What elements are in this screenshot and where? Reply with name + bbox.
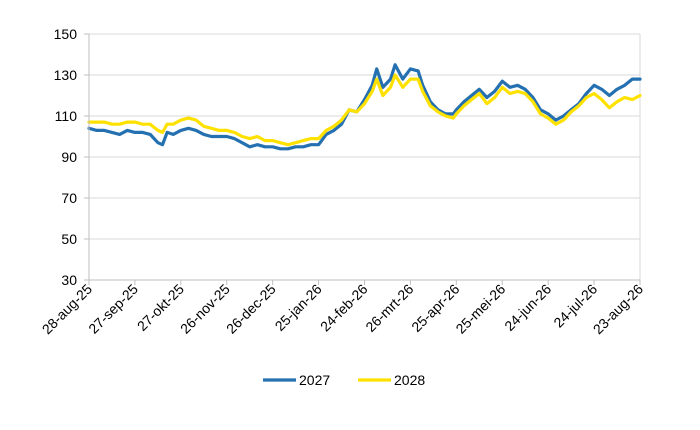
y-tick-label-130: 130 [54,67,78,83]
x-tick-label-25-mei-26: 25-mei-26 [452,281,508,337]
y-axis-tick-labels: 30 50 70 90 110 130 150 [54,26,89,288]
x-tick-label-24-jun-26: 24-jun-26 [501,281,554,334]
gridlines [89,33,641,280]
x-tick-label-26-mrt-26: 26-mrt-26 [362,281,416,335]
x-tick-label-23-aug-26: 23-aug-26 [590,281,647,338]
y-tick-label-70: 70 [61,190,77,206]
series-line-2027 [87,63,642,151]
x-tick-label-24-feb-26: 24-feb-26 [317,281,371,335]
y-tick-label-90: 90 [61,149,77,165]
y-tick-label-30: 30 [61,272,77,288]
x-tick-label-25-jan-26: 25-jan-26 [272,281,325,334]
x-tick-label-27-sep-25: 27-sep-25 [85,281,141,337]
legend-label-2027: 2027 [299,372,330,388]
y-tick-label-150: 150 [54,26,78,42]
legend-label-2028: 2028 [394,372,425,388]
x-axis-tick-labels: 28-aug-2527-sep-2527-okt-2526-nov-2526-d… [39,280,647,338]
x-tick-label-28-aug-25: 28-aug-25 [39,281,96,338]
x-tick-label-26-dec-25: 26-dec-25 [223,281,279,337]
y-tick-label-50: 50 [61,231,77,247]
series-lines [87,63,642,151]
series-line-2028 [87,73,642,147]
legend: 2027 2028 [263,372,425,388]
y-tick-label-110: 110 [55,108,78,124]
